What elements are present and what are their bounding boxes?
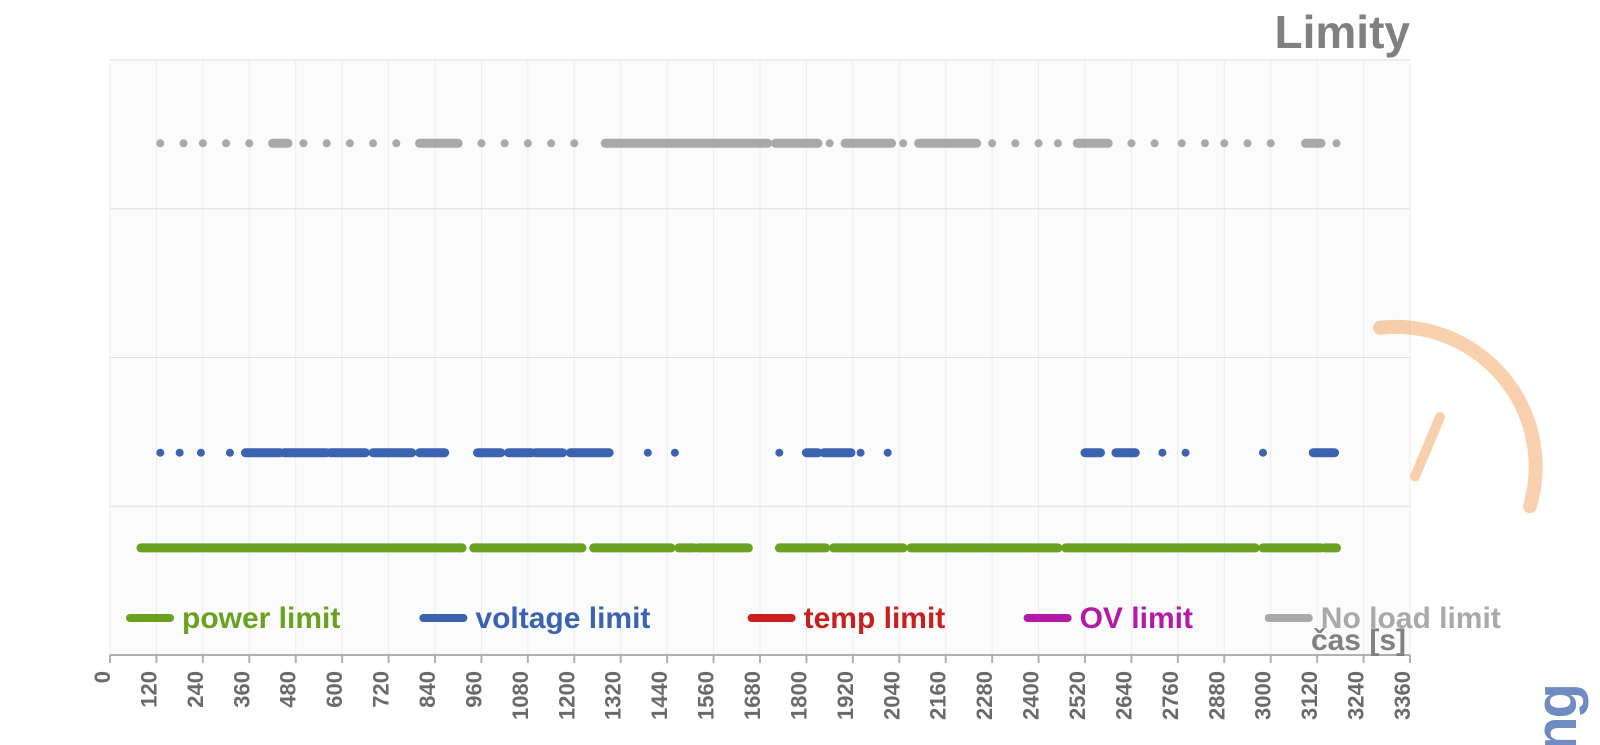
x-tick-label: 1560 (694, 671, 719, 720)
point (226, 449, 234, 457)
limits-chart: 0 120 240 360 480 600 720 840 960 1080 1200 1320 144… (0, 0, 1600, 745)
x-tick-label: 1080 (508, 671, 533, 720)
point (392, 139, 400, 147)
point (1035, 139, 1043, 147)
point (775, 449, 783, 457)
x-tick-label: 0 (90, 671, 115, 683)
point (547, 139, 555, 147)
point (1244, 139, 1252, 147)
point (1267, 139, 1275, 147)
x-tick-label: 2760 (1158, 671, 1183, 720)
point (1151, 139, 1159, 147)
point (1011, 139, 1019, 147)
x-tick-label: 3120 (1297, 671, 1322, 720)
point (176, 449, 184, 457)
legend-label: OV limit (1080, 602, 1193, 635)
x-tick-label: 840 (415, 671, 440, 708)
point (346, 139, 354, 147)
point (156, 449, 164, 457)
x-tick-label: 2160 (926, 671, 951, 720)
x-tick-label: 2520 (1065, 671, 1090, 720)
x-tick-label: 1680 (740, 671, 765, 720)
x-tick-label: 1320 (601, 671, 626, 720)
point (369, 139, 377, 147)
x-tick-label: 2640 (1111, 671, 1136, 720)
x-tick-label: 360 (229, 671, 254, 708)
point (1259, 449, 1267, 457)
x-tick-label: 1920 (833, 671, 858, 720)
point (1332, 139, 1340, 147)
point (156, 139, 164, 147)
legend-label: temp limit (804, 602, 946, 635)
chart-title: Limity (1275, 6, 1411, 58)
point (1127, 139, 1135, 147)
x-tick-label: 960 (461, 671, 486, 708)
x-tick-label: 120 (136, 671, 161, 708)
x-tick-label: 2880 (1204, 671, 1229, 720)
point (245, 139, 253, 147)
x-tick-label: 480 (276, 671, 301, 708)
x-tick-label: 2040 (879, 671, 904, 720)
x-tick-label: 1200 (554, 671, 579, 720)
point (671, 449, 679, 457)
x-tick-label: 3360 (1390, 671, 1415, 720)
point (524, 139, 532, 147)
point (1220, 139, 1228, 147)
x-tick-label: 2400 (1019, 671, 1044, 720)
x-tick-label: 720 (369, 671, 394, 708)
point (323, 139, 331, 147)
point (899, 139, 907, 147)
x-tick-label: 3000 (1251, 671, 1276, 720)
x-tick-label: 600 (322, 671, 347, 708)
legend-label: power limit (182, 602, 340, 635)
x-tick-label: 1440 (647, 671, 672, 720)
point (857, 449, 865, 457)
chart-container: 0 120 240 360 480 600 720 840 960 1080 1200 1320 144… (0, 0, 1600, 745)
point (826, 139, 834, 147)
point (988, 139, 996, 147)
x-axis-label: čas [s] (1311, 624, 1406, 657)
x-tick-label: 1800 (786, 671, 811, 720)
x-tick-label: 3240 (1344, 671, 1369, 720)
point (1054, 139, 1062, 147)
x-tick-label: 240 (183, 671, 208, 708)
legend-label: voltage limit (475, 602, 650, 635)
point (501, 139, 509, 147)
point (180, 139, 188, 147)
point (299, 139, 307, 147)
point (1201, 139, 1209, 147)
point (884, 449, 892, 457)
point (1182, 449, 1190, 457)
point (570, 139, 578, 147)
point (1158, 449, 1166, 457)
point (222, 139, 230, 147)
point (1178, 139, 1186, 147)
point (199, 139, 207, 147)
point (197, 449, 205, 457)
point (477, 139, 485, 147)
x-tick-label: 2280 (972, 671, 997, 720)
point (644, 449, 652, 457)
